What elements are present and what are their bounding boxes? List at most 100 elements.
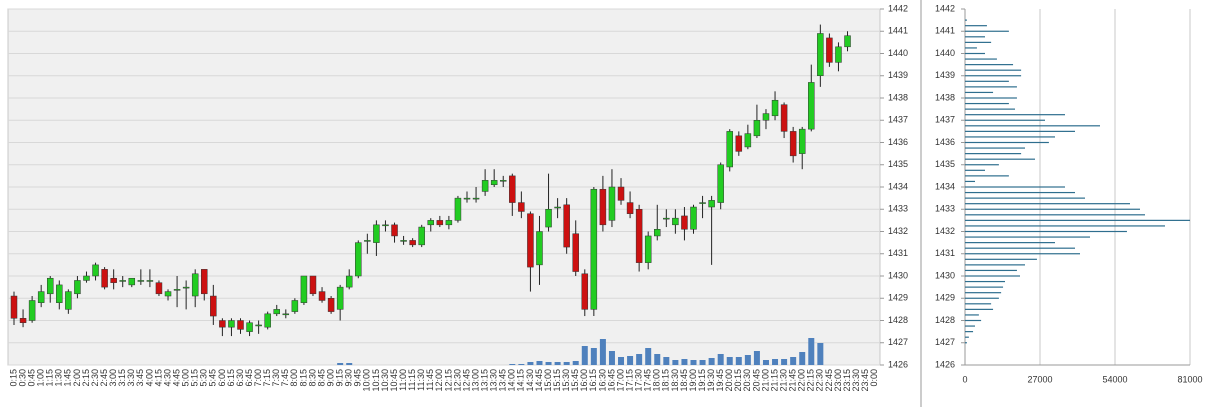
volume-bar (518, 364, 525, 365)
bar (965, 214, 1145, 216)
bar (965, 186, 1065, 188)
bar (965, 280, 1005, 283)
candle-body (28, 300, 36, 321)
bar (965, 86, 1017, 88)
candle-body (617, 186, 625, 201)
bar (965, 219, 1190, 221)
x-tick-label: 17:00 (615, 369, 625, 392)
candle-body (391, 224, 398, 237)
candle-body (554, 206, 561, 209)
y-tick-label: 1434 (935, 181, 955, 191)
bar (965, 130, 1075, 132)
x-tick-label: 81000 (1177, 374, 1202, 384)
x-tick-label: 20:15 (733, 369, 743, 392)
bar (965, 125, 1100, 127)
candle-body (826, 37, 833, 63)
candle-body (219, 320, 226, 328)
x-tick-label: 16:00 (579, 369, 589, 392)
bar (965, 141, 1049, 144)
volume-bar (581, 346, 588, 365)
bar (965, 164, 999, 166)
candle-body (499, 180, 507, 182)
candle-body (273, 309, 280, 315)
x-tick-label: 5:45 (208, 369, 218, 387)
bar (965, 64, 1014, 66)
x-tick-label: 9:00 (325, 369, 335, 387)
candle-body (735, 135, 743, 152)
candle-body (409, 240, 416, 246)
y-tick-label: 1431 (888, 248, 908, 258)
bar (965, 286, 1004, 288)
candle-body (291, 300, 299, 312)
volume-bar (753, 351, 760, 365)
bar (965, 308, 994, 310)
x-tick-label: 18:00 (652, 369, 662, 392)
x-tick-label: 2:45 (99, 369, 109, 387)
y-tick-label: 1428 (888, 315, 908, 325)
x-tick-label: 1:45 (63, 369, 73, 387)
bar (965, 225, 1165, 227)
x-tick-label: 13:00 (470, 369, 480, 392)
x-tick-label: 2:30 (90, 369, 100, 387)
candle-body (654, 229, 661, 237)
x-tick-label: 16:45 (606, 369, 616, 392)
bar (965, 80, 1009, 82)
x-tick-label: 3:30 (126, 369, 136, 387)
y-tick-label: 1426 (935, 359, 955, 369)
candle-body (155, 282, 163, 295)
volume-bar (699, 360, 706, 365)
bar (965, 158, 1035, 160)
bar (965, 336, 969, 338)
candle-body (817, 33, 824, 76)
candle-body (563, 204, 570, 248)
x-tick-label: 7:30 (271, 369, 281, 387)
x-tick-label: 17:45 (643, 369, 653, 392)
bar (965, 297, 999, 299)
candle-body (65, 291, 72, 310)
x-tick-label: 3:15 (117, 369, 127, 387)
x-tick-label: 9:45 (353, 369, 363, 387)
bar (965, 175, 1009, 177)
bar (965, 325, 975, 327)
candle-body (373, 224, 380, 243)
x-tick-label: 13:45 (498, 369, 508, 392)
volume-bar (781, 359, 788, 365)
x-tick-label: 10:00 (362, 369, 372, 392)
x-tick-label: 19:45 (715, 369, 725, 392)
y-tick-label: 1430 (935, 270, 955, 280)
candle-body (780, 104, 788, 132)
x-tick-label: 0:30 (17, 369, 27, 387)
x-tick-label: 7:15 (262, 369, 272, 387)
bar (965, 319, 982, 322)
volume-bar (599, 339, 606, 365)
y-tick-label: 1442 (888, 3, 908, 13)
x-tick-label: 15:30 (561, 369, 571, 392)
candle-body (74, 280, 81, 295)
volume-bar (681, 359, 688, 365)
bar (965, 203, 1130, 205)
x-tick-label: 54000 (1102, 374, 1127, 384)
candle-body (10, 295, 18, 319)
volume-bar (337, 363, 344, 365)
x-tick-label: 17:30 (634, 369, 644, 392)
candle-body (201, 269, 208, 295)
x-tick-label: 22:15 (806, 369, 816, 392)
candle-body (527, 213, 534, 268)
candle-body (798, 128, 806, 154)
x-tick-label: 19:00 (688, 369, 698, 392)
candle-body (445, 220, 453, 226)
x-tick-label: 20:00 (724, 369, 734, 392)
x-tick-label: 14:15 (516, 369, 526, 392)
volume-bar (790, 357, 797, 365)
y-tick-label: 1439 (888, 70, 908, 80)
bar (965, 230, 1127, 233)
candle-body (336, 286, 344, 310)
x-tick-label: 14:30 (525, 369, 535, 392)
candle-body (599, 188, 607, 226)
candle-body (210, 295, 217, 317)
x-tick-label: 21:15 (769, 369, 779, 392)
x-tick-label: 15:15 (552, 369, 562, 392)
x-tick-label: 12:45 (461, 369, 471, 392)
bar (965, 91, 994, 94)
